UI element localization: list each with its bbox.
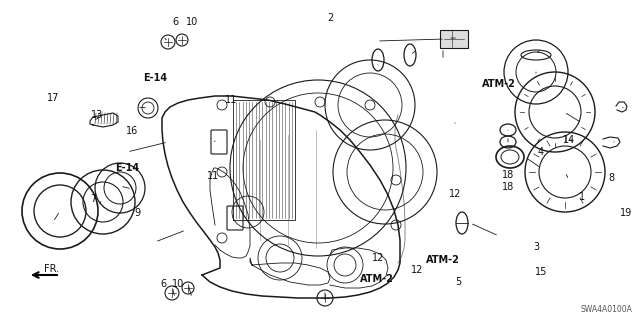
Text: 18: 18 <box>502 182 514 192</box>
Text: 10: 10 <box>172 279 184 289</box>
Text: 12: 12 <box>449 189 461 199</box>
Text: E-14: E-14 <box>115 163 139 173</box>
Text: 10: 10 <box>186 17 198 27</box>
Text: 18: 18 <box>502 170 514 180</box>
Text: 19: 19 <box>620 208 632 218</box>
Text: 11: 11 <box>207 171 219 181</box>
Text: 14: 14 <box>563 135 575 145</box>
Text: SWA4A0100A: SWA4A0100A <box>580 305 632 314</box>
Text: 8: 8 <box>608 173 614 183</box>
Text: FR.: FR. <box>44 264 60 274</box>
Text: 3: 3 <box>533 242 539 252</box>
Text: 6: 6 <box>160 279 166 289</box>
Text: 9: 9 <box>134 208 140 218</box>
Text: 11: 11 <box>225 95 237 105</box>
Text: 13: 13 <box>91 110 103 120</box>
Text: ATM-2: ATM-2 <box>426 255 460 265</box>
Text: E-14: E-14 <box>143 73 167 83</box>
Text: 15: 15 <box>535 267 547 277</box>
Text: ATM-2: ATM-2 <box>360 274 394 284</box>
Text: ATM-2: ATM-2 <box>482 79 516 89</box>
Text: 5: 5 <box>455 277 461 287</box>
Text: 7: 7 <box>90 194 96 204</box>
Text: 12: 12 <box>411 265 423 275</box>
Text: 4: 4 <box>538 147 544 157</box>
FancyBboxPatch shape <box>440 30 468 48</box>
Text: 2: 2 <box>327 13 333 23</box>
Text: 6: 6 <box>172 17 178 27</box>
Text: 1: 1 <box>579 192 585 202</box>
Text: 17: 17 <box>47 93 59 103</box>
Text: 12: 12 <box>372 253 384 263</box>
Text: 16: 16 <box>126 126 138 136</box>
